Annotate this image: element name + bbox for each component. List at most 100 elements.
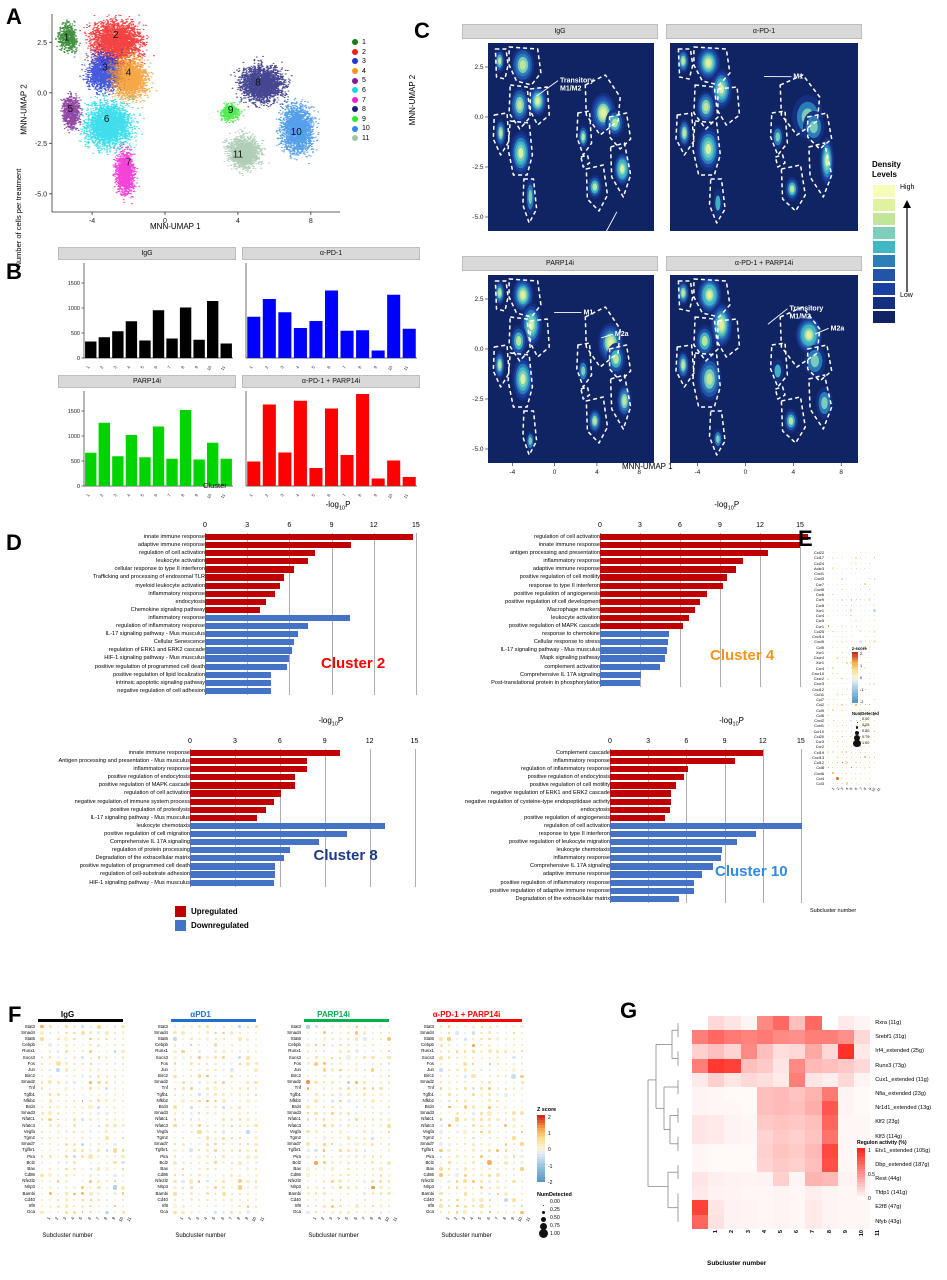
panel-f-dot: [488, 1155, 492, 1159]
panel-f-dot: [307, 1112, 310, 1115]
panel-e-dot: [827, 746, 829, 748]
panel-f-dot: [472, 1112, 475, 1115]
panel-e-dot: [845, 688, 848, 691]
panel-e-dot: [855, 615, 857, 617]
panel-f-dot: [222, 1198, 225, 1202]
panel-f-dot: [89, 1204, 92, 1208]
panel-a-legend-item[interactable]: 3: [352, 57, 370, 67]
panel-f-xtick: 6: [485, 1216, 491, 1222]
panel-d-bar-label: endocytosis: [175, 598, 205, 605]
panel-e-size-item: 1.00: [852, 739, 879, 747]
panel-f-gene-label: Cd40: [290, 1196, 302, 1202]
panel-g-xtick: 8: [826, 1229, 833, 1233]
panel-f-dot: [339, 1044, 342, 1047]
panel-f-dot: [190, 1031, 193, 1034]
panel-f-row: Smad4: [141, 1030, 260, 1036]
panel-a-legend-item[interactable]: 11: [352, 134, 370, 144]
panel-f-dot: [371, 1192, 375, 1196]
panel-f-row: Tgm2: [141, 1135, 260, 1141]
panel-e-dot: [868, 683, 871, 685]
panel-a-legend-item[interactable]: 6: [352, 86, 370, 96]
panel-f-dot: [121, 1149, 125, 1152]
panel-f-dot: [306, 1118, 310, 1121]
panel-e-dot: [869, 725, 871, 727]
panel-c-facet: PARP14i -4 0 4 8 2.5 0.0 -2.5 -5.0 M1 M2a: [462, 256, 658, 485]
panel-e-row: Ccl20: [800, 734, 881, 739]
panel-e-dot: [873, 578, 875, 580]
panel-f-dot: [379, 1093, 383, 1097]
panel-e-dot: [860, 772, 861, 774]
panel-b-xlabel: Cluster: [203, 481, 227, 490]
svg-text:M1/M2: M1/M2: [560, 86, 582, 93]
panel-e-dot: [846, 720, 848, 722]
panel-f-dot: [306, 1093, 310, 1096]
panel-f-dot: [64, 1179, 68, 1183]
panel-e-dot: [827, 709, 829, 711]
panel-e-dot: [837, 772, 838, 774]
panel-e-dot: [836, 777, 839, 780]
panel-e-dot: [841, 552, 843, 554]
panel-a-legend-item[interactable]: 7: [352, 96, 370, 106]
panel-d-bar-row: regulation of protein processing: [30, 846, 445, 854]
panel-f-dot: [197, 1080, 201, 1084]
panel-f-dot: [113, 1130, 116, 1133]
panel-g-cell: [773, 1143, 790, 1158]
panel-f-dot: [181, 1173, 185, 1177]
panel-f-dot: [73, 1174, 76, 1177]
panel-e-dot: [827, 578, 829, 580]
panel-f-dot: [496, 1136, 500, 1140]
panel-g-cell: [708, 1115, 725, 1130]
panel-a-legend-item[interactable]: 4: [352, 67, 370, 77]
panel-d-bar-label: positive regulation of MAPK cascade: [98, 782, 190, 789]
panel-a-legend-item[interactable]: 9: [352, 115, 370, 125]
panel-e-dot: [855, 646, 857, 648]
panel-f-dot: [371, 1055, 375, 1060]
panel-e-dot: [827, 588, 829, 590]
panel-f-dot: [72, 1025, 77, 1029]
panel-e-dot: [850, 625, 852, 627]
panel-e-zscore-swatch: [852, 688, 858, 692]
panel-g-cell: [708, 1101, 725, 1116]
panel-f-row: Pira: [141, 1154, 260, 1160]
panel-f-dot: [189, 1062, 193, 1066]
panel-g-cell: [837, 1072, 854, 1087]
panel-d-bar-label: inflammatory response: [148, 614, 205, 621]
panel-e-zscore-swatch: [852, 674, 858, 678]
panel-g-cell: [821, 1129, 838, 1144]
panel-f-dot: [504, 1173, 508, 1177]
panel-f-dot: [113, 1056, 117, 1060]
panel-f-dot: [197, 1074, 202, 1078]
panel-f-dot: [64, 1062, 68, 1066]
panel-g-cell: [789, 1115, 806, 1130]
panel-a-legend-item[interactable]: 1: [352, 38, 370, 48]
panel-f-row: Cebpb: [8, 1042, 127, 1048]
panel-f-dot: [254, 1031, 258, 1034]
panel-f-dot: [198, 1118, 201, 1121]
panel-f-dot: [105, 1105, 109, 1109]
panel-a-legend-item[interactable]: 2: [352, 48, 370, 58]
panel-a-legend-item[interactable]: 5: [352, 76, 370, 86]
panel-e-zscore-swatch: [852, 700, 858, 703]
panel-e-dot: [855, 709, 857, 711]
panel-f-gene-label: Brd4: [25, 1104, 35, 1110]
svg-text:0.0: 0.0: [474, 346, 483, 353]
panel-f-dot: [306, 1068, 310, 1072]
panel-f-dot: [472, 1155, 475, 1158]
panel-f-gene-label: Birc2: [157, 1073, 168, 1079]
panel-f-dot: [438, 1055, 444, 1060]
panel-e-dot: [832, 709, 834, 711]
panel-a-legend-item[interactable]: 10: [352, 124, 370, 134]
panel-e-dot: [840, 777, 844, 780]
panel-f-dot: [463, 1074, 467, 1078]
panel-f-gene-label: Socs3: [155, 1054, 168, 1060]
panel-f-dot: [456, 1161, 459, 1164]
panel-f-dot: [488, 1211, 491, 1214]
panel-f-row: Birc2: [141, 1073, 260, 1079]
panel-f-dot: [455, 1173, 460, 1178]
panel-a-legend-item[interactable]: 8: [352, 105, 370, 115]
panel-f-dot: [230, 1173, 234, 1177]
panel-f-dot: [254, 1198, 258, 1202]
panel-f-dot: [387, 1044, 391, 1047]
panel-f-dot: [214, 1080, 218, 1084]
